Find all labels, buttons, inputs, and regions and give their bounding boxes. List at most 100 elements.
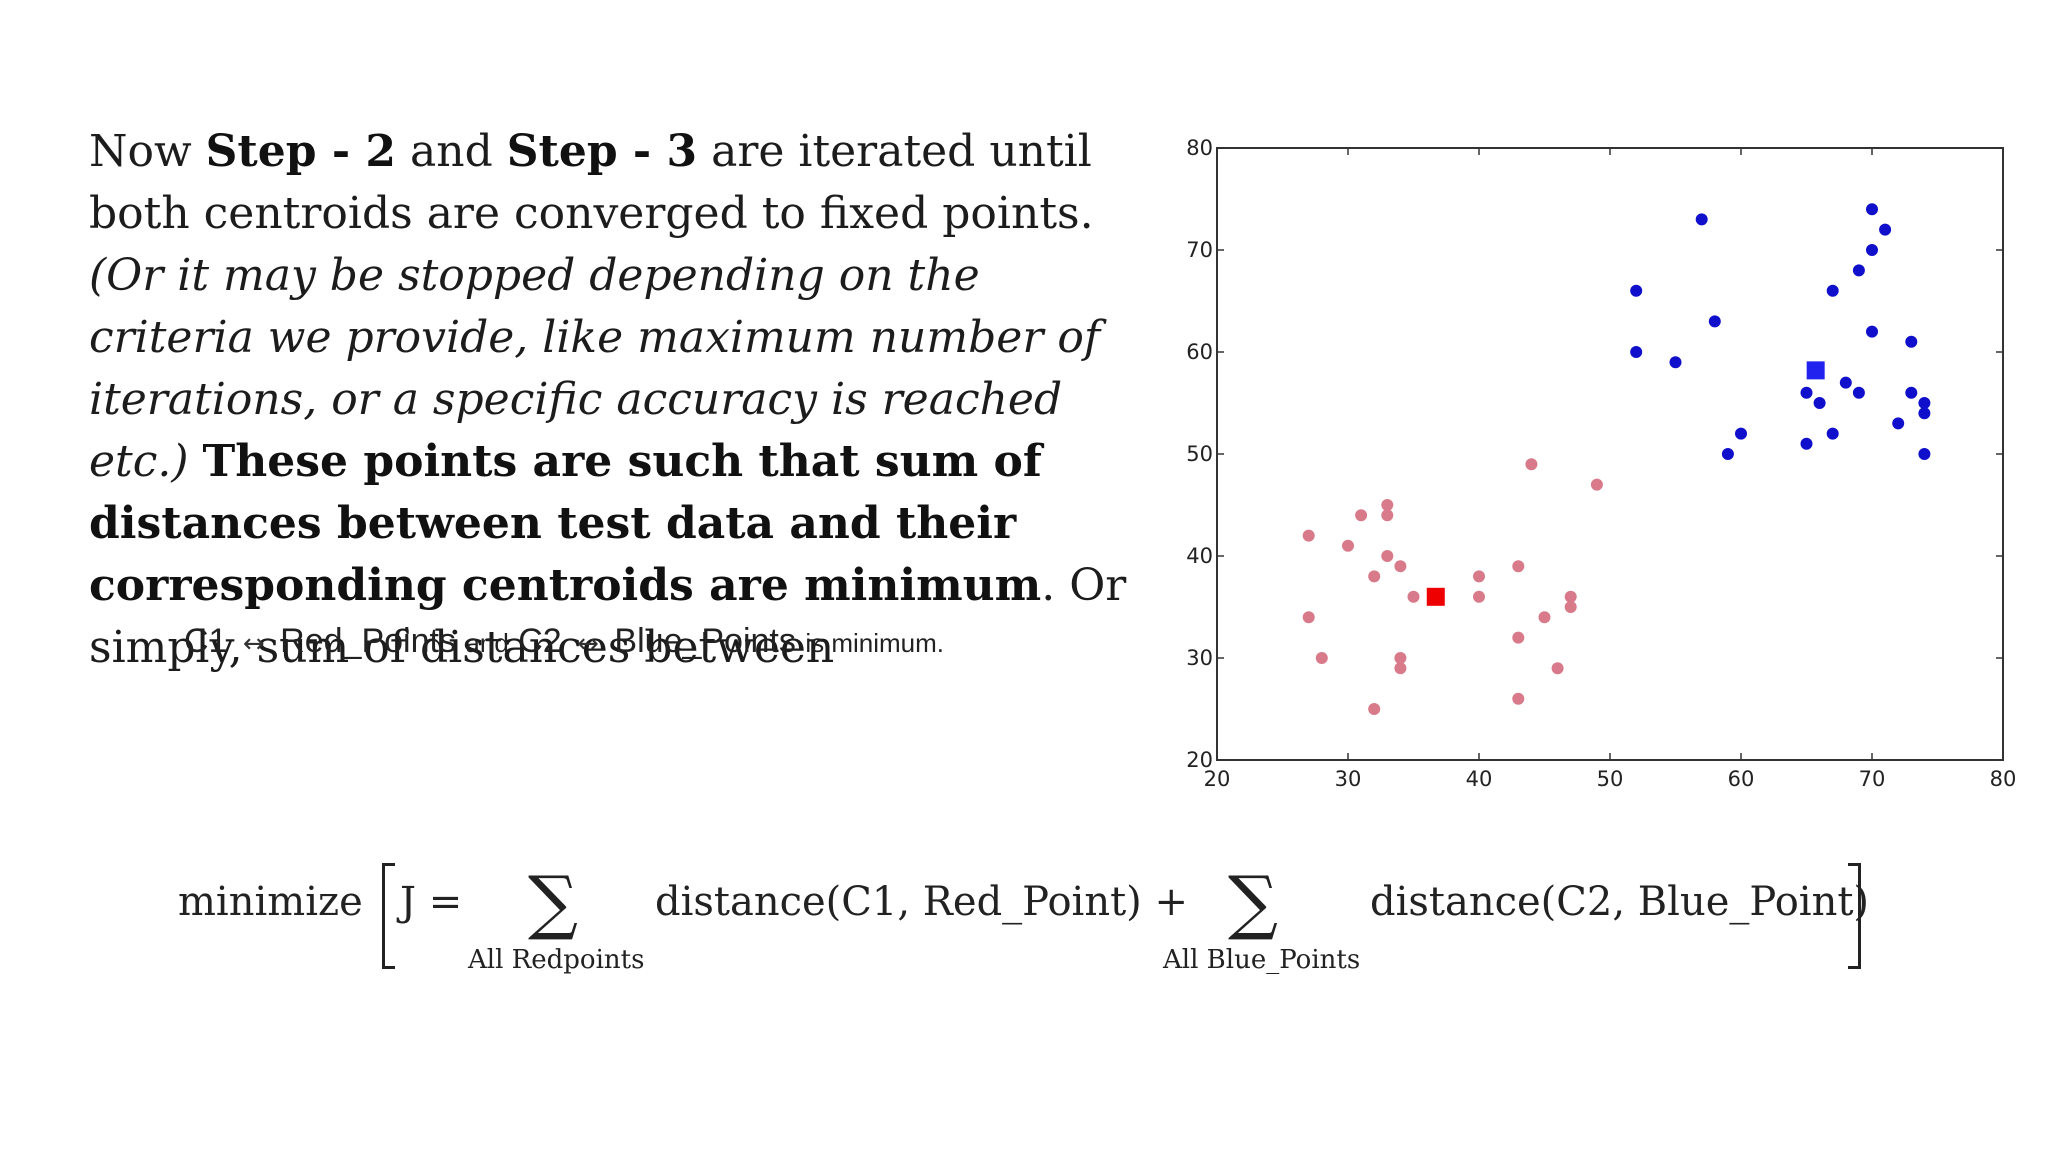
y-tick-label: 70 xyxy=(1186,238,1213,262)
x-tick-label: 50 xyxy=(1597,767,1624,791)
data-point xyxy=(1866,325,1878,338)
data-point xyxy=(1839,376,1852,389)
data-point xyxy=(1368,570,1381,583)
x-tick-label: 20 xyxy=(1204,767,1231,791)
data-point xyxy=(1381,499,1394,511)
left-bracket xyxy=(382,863,395,969)
sum-subscript-red: All Redpoints xyxy=(468,945,645,975)
data-point xyxy=(1407,590,1420,603)
data-point xyxy=(1800,386,1813,399)
data-point xyxy=(1826,427,1839,440)
text-and: and xyxy=(396,126,507,177)
text-stopping-criteria: (Or it may be stopped depending on the c… xyxy=(89,250,1101,487)
data-point xyxy=(1473,590,1485,603)
kmeans-scatter-chart: 20 30 40 50 60 70 80 20 30 40 50 60 70 80 xyxy=(1186,136,2016,791)
c2-label: C2 xyxy=(518,622,562,660)
x-tick-label: 80 xyxy=(1990,767,2017,791)
data-point xyxy=(1852,386,1865,399)
data-point xyxy=(1564,601,1577,613)
data-point xyxy=(1551,662,1564,675)
data-point xyxy=(1813,397,1826,409)
data-point xyxy=(1368,703,1381,715)
is-minimum-label: is minimum. xyxy=(805,628,945,658)
data-point xyxy=(1512,631,1525,644)
data-point xyxy=(1315,652,1328,664)
x-tick-label: 60 xyxy=(1728,767,1755,791)
x-tick-label: 40 xyxy=(1466,767,1493,791)
sum-subscript-blue: All Blue_Points xyxy=(1163,945,1361,975)
data-point xyxy=(1355,509,1368,522)
distance-red-term: distance(C1, Red_Point) + xyxy=(655,879,1189,925)
data-point xyxy=(1525,458,1538,471)
data-point xyxy=(1879,223,1892,236)
data-point xyxy=(1302,529,1315,542)
data-points xyxy=(1302,203,1931,715)
data-point xyxy=(1918,448,1931,460)
data-point xyxy=(1852,264,1865,277)
data-point xyxy=(1826,284,1839,297)
axis-ticks: 20 30 40 50 60 70 80 20 30 40 50 60 70 80 xyxy=(1186,136,2016,791)
y-tick-label: 80 xyxy=(1186,136,1213,160)
minimize-label: minimize xyxy=(178,879,363,925)
y-tick-label: 60 xyxy=(1186,340,1213,364)
plot-area-frame xyxy=(1216,147,2004,761)
data-point xyxy=(1669,356,1682,369)
description-paragraph: Now Step - 2 and Step - 3 are iterated u… xyxy=(89,121,1139,679)
data-point xyxy=(1905,335,1918,348)
data-point xyxy=(1866,244,1878,256)
and-label: and xyxy=(465,628,509,658)
double-arrow-icon: ↔ xyxy=(242,629,265,659)
data-point xyxy=(1918,407,1931,420)
data-point xyxy=(1394,652,1407,664)
sum-symbol-blue: ∑ xyxy=(1228,861,1278,943)
y-tick-label: 20 xyxy=(1186,748,1213,772)
data-point xyxy=(1866,203,1878,216)
distance-blue-term: distance(C2, Blue_Point) xyxy=(1370,879,1870,925)
text-simply: . Or simply, sum of distances between xyxy=(89,560,1127,673)
text-space xyxy=(189,436,203,487)
data-point xyxy=(1512,692,1525,705)
c1-label: C1 xyxy=(184,622,228,660)
data-point xyxy=(1708,315,1721,328)
text-iterated: are iterated until both centroids are co… xyxy=(89,126,1094,239)
blue-points-label: Blue_Points xyxy=(614,622,796,660)
data-point xyxy=(1394,662,1407,675)
data-point xyxy=(1564,590,1577,603)
red-points-label: Red_Points xyxy=(280,622,456,660)
sum-symbol-red: ∑ xyxy=(528,861,578,943)
double-arrow-icon: ↔ xyxy=(577,629,599,659)
objective-formula: minimize J = ∑ All Redpoints distance(C1… xyxy=(178,855,1878,985)
data-point xyxy=(1590,478,1603,491)
step-2-label: Step - 2 xyxy=(205,126,397,177)
y-tick-label: 50 xyxy=(1186,442,1213,466)
right-bracket xyxy=(1848,863,1861,969)
y-tick-label: 40 xyxy=(1186,544,1213,568)
text-now: Now xyxy=(89,126,206,177)
data-point xyxy=(1800,437,1813,450)
data-point xyxy=(1892,417,1905,430)
data-point xyxy=(1302,611,1315,624)
data-point xyxy=(1630,284,1643,297)
data-point xyxy=(1381,550,1394,562)
data-point xyxy=(1473,570,1485,583)
data-point xyxy=(1918,397,1931,409)
minimum-statement-line: C1 ↔ Red_Points and C2 ↔ Blue_Points is … xyxy=(184,622,944,661)
data-point xyxy=(1538,611,1551,624)
data-point xyxy=(1905,386,1918,399)
y-tick-label: 30 xyxy=(1186,646,1213,670)
data-point xyxy=(1381,509,1394,522)
centroid-marker xyxy=(1806,361,1825,380)
text-minimum-statement: These points are such that sum of distan… xyxy=(89,436,1042,611)
data-point xyxy=(1630,346,1643,358)
data-point xyxy=(1512,560,1525,573)
x-tick-label: 30 xyxy=(1335,767,1362,791)
j-equals-label: J = xyxy=(400,879,463,925)
data-point xyxy=(1721,448,1734,460)
data-point xyxy=(1394,560,1407,573)
step-3-label: Step - 3 xyxy=(506,126,698,177)
x-tick-label: 70 xyxy=(1859,767,1886,791)
centroid-marker xyxy=(1426,587,1445,606)
data-point xyxy=(1735,427,1747,440)
data-point xyxy=(1342,539,1354,552)
data-point xyxy=(1695,213,1708,226)
